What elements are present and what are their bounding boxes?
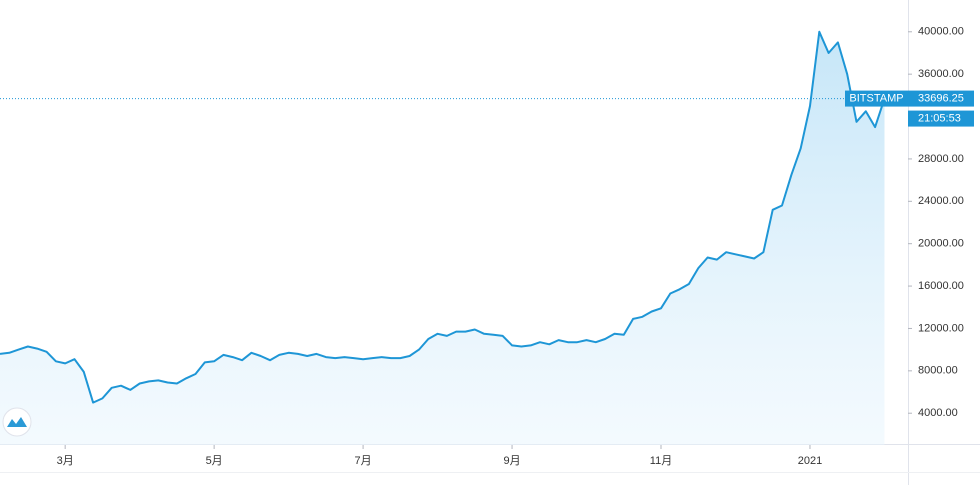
x-tick-label: 9月 bbox=[503, 455, 520, 467]
last-price-label: 33696.25 bbox=[918, 92, 964, 104]
line-area bbox=[0, 31, 885, 446]
y-tick-label: 20000.00 bbox=[918, 238, 964, 250]
x-tick-label: 5月 bbox=[206, 455, 223, 467]
y-tick-label: 16000.00 bbox=[918, 280, 964, 292]
tv-logo bbox=[2, 407, 32, 437]
last-price-box bbox=[908, 90, 974, 107]
series-name: BITSTAMP bbox=[849, 92, 903, 104]
y-tick-label: 4000.00 bbox=[918, 407, 958, 419]
series-name-box bbox=[845, 90, 908, 107]
x-tick-label: 11月 bbox=[650, 455, 672, 467]
countdown-label: 21:05:53 bbox=[918, 112, 961, 124]
y-tick-label: 40000.00 bbox=[918, 26, 964, 38]
y-tick-label: 36000.00 bbox=[918, 68, 964, 80]
price-line bbox=[0, 30, 886, 404]
x-tick-label: 2021 bbox=[798, 455, 822, 467]
x-tick-label: 3月 bbox=[57, 455, 74, 467]
y-tick-label: 12000.00 bbox=[918, 322, 964, 334]
countdown-box bbox=[908, 110, 974, 127]
y-tick-label: 28000.00 bbox=[918, 153, 964, 165]
plot-area bbox=[0, 30, 908, 446]
y-tick-label: 8000.00 bbox=[918, 365, 958, 377]
x-tick-label: 7月 bbox=[355, 455, 372, 467]
y-tick-label: 24000.00 bbox=[918, 195, 964, 207]
